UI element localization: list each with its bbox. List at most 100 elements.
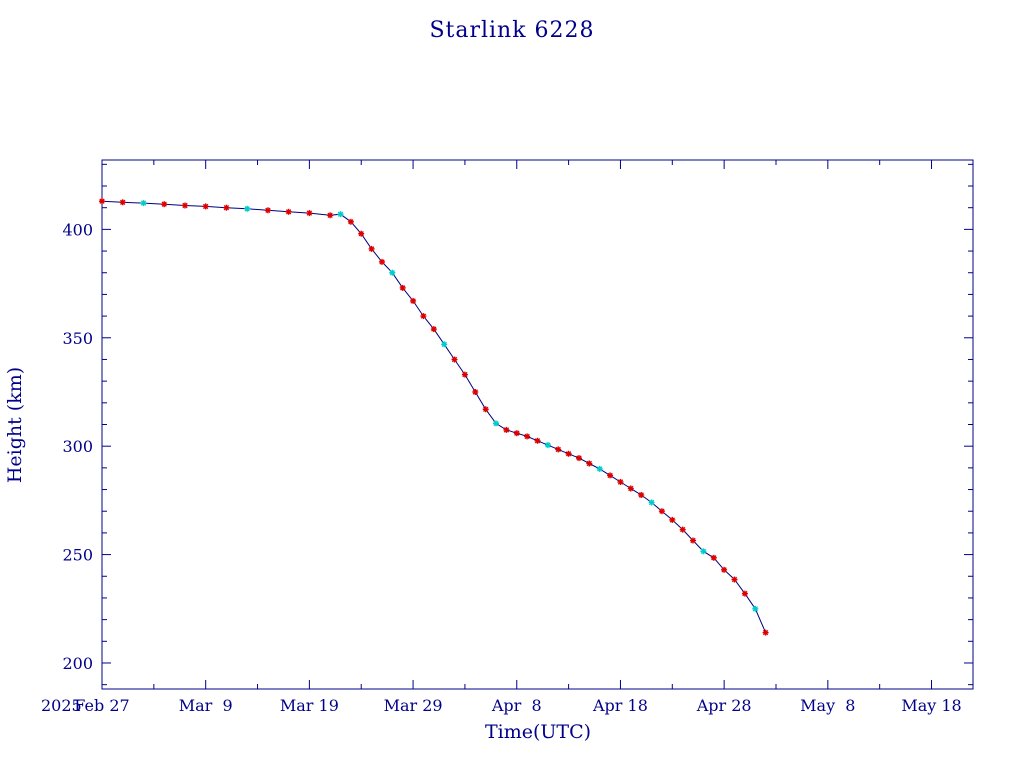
data-point bbox=[565, 450, 572, 457]
data-point-stroke bbox=[337, 211, 344, 217]
data-point bbox=[690, 537, 696, 544]
data-point bbox=[358, 230, 365, 237]
data-point bbox=[596, 465, 603, 472]
data-point bbox=[669, 516, 676, 523]
data-point-stroke bbox=[524, 433, 530, 440]
data-point bbox=[658, 508, 665, 515]
series-line bbox=[101, 200, 767, 633]
x-tick-label: Apr 18 bbox=[592, 696, 648, 715]
data-point-stroke bbox=[628, 485, 634, 492]
data-point-stroke bbox=[379, 259, 385, 265]
data-point-stroke bbox=[420, 313, 427, 319]
data-point-stroke bbox=[534, 438, 541, 444]
data-point-stroke bbox=[389, 270, 395, 276]
data-point-stroke bbox=[368, 246, 375, 252]
data-point bbox=[399, 284, 406, 291]
data-point bbox=[544, 442, 551, 449]
x-tick-label: May 18 bbox=[901, 696, 961, 715]
data-point-stroke bbox=[597, 466, 603, 472]
plot-frame bbox=[101, 159, 974, 690]
data-point-stroke bbox=[700, 548, 707, 554]
data-point-stroke bbox=[586, 460, 592, 467]
data-point-stroke bbox=[182, 202, 188, 209]
y-tick-label: 200 bbox=[62, 654, 93, 673]
data-point-stroke bbox=[721, 567, 727, 573]
y-axis: 200 250 300 350 400 bbox=[62, 163, 973, 686]
x-tick-label: Mar 29 bbox=[384, 696, 443, 715]
data-point-stroke bbox=[638, 492, 644, 498]
data-point bbox=[752, 605, 759, 612]
data-point-stroke bbox=[659, 508, 665, 514]
data-point bbox=[182, 202, 188, 209]
x-tick-label: Apr 8 bbox=[491, 696, 542, 715]
data-point-stroke bbox=[742, 590, 748, 597]
data-point-stroke bbox=[648, 499, 655, 506]
data-point-stroke bbox=[285, 209, 292, 215]
data-point bbox=[306, 210, 313, 217]
x-tick-label: Mar 19 bbox=[280, 696, 339, 715]
data-point bbox=[461, 371, 468, 378]
data-point bbox=[493, 420, 499, 427]
data-point bbox=[264, 207, 271, 214]
data-point-stroke bbox=[358, 231, 364, 237]
data-point bbox=[524, 433, 531, 440]
data-point-stroke bbox=[400, 285, 406, 291]
data-point bbox=[202, 203, 209, 210]
data-point-stroke bbox=[711, 555, 717, 561]
data-point-stroke bbox=[483, 406, 489, 412]
data-point bbox=[638, 492, 645, 498]
data-point-stroke bbox=[120, 199, 126, 205]
data-point-stroke bbox=[762, 629, 769, 636]
data-point bbox=[285, 208, 292, 215]
data-point bbox=[368, 245, 375, 252]
data-point bbox=[710, 554, 717, 561]
data-point bbox=[762, 629, 769, 636]
data-point-stroke bbox=[451, 356, 458, 363]
data-point bbox=[576, 455, 582, 462]
data-point-stroke bbox=[503, 427, 510, 433]
data-point bbox=[389, 269, 396, 276]
data-point bbox=[119, 199, 126, 206]
data-point bbox=[741, 590, 748, 597]
data-point-stroke bbox=[265, 207, 271, 213]
data-point-stroke bbox=[752, 606, 758, 612]
data-point bbox=[503, 426, 510, 433]
data-point-stroke bbox=[731, 576, 738, 583]
data-point-stroke bbox=[99, 198, 105, 204]
data-point bbox=[586, 460, 593, 467]
data-point-stroke bbox=[306, 210, 313, 216]
data-point bbox=[472, 389, 479, 395]
data-point-stroke bbox=[203, 203, 209, 210]
data-point-stroke bbox=[140, 200, 147, 206]
data-point bbox=[347, 218, 354, 225]
data-point bbox=[648, 499, 655, 506]
x-tick-label: Feb 27 bbox=[74, 696, 129, 715]
y-tick-label: 350 bbox=[62, 329, 93, 348]
data-point-stroke bbox=[514, 430, 520, 436]
data-point bbox=[534, 437, 541, 444]
data-point bbox=[244, 205, 251, 212]
data-point bbox=[617, 479, 624, 485]
data-point bbox=[161, 201, 168, 208]
x-tick-label: Apr 28 bbox=[696, 696, 752, 715]
data-point bbox=[379, 258, 385, 265]
data-point-stroke bbox=[327, 212, 333, 218]
data-point bbox=[223, 204, 230, 211]
data-point-stroke bbox=[472, 389, 478, 395]
data-point bbox=[555, 446, 562, 453]
data-point-stroke bbox=[410, 298, 416, 304]
data-point-stroke bbox=[431, 326, 437, 332]
y-axis-title: Height (km) bbox=[4, 367, 26, 483]
data-point-stroke bbox=[348, 219, 354, 225]
data-point-stroke bbox=[680, 526, 686, 533]
data-point-stroke bbox=[441, 341, 447, 347]
series-height bbox=[99, 198, 769, 636]
data-point bbox=[337, 211, 344, 218]
data-point bbox=[441, 341, 448, 348]
x-tick-label: Mar 9 bbox=[179, 696, 233, 715]
data-point bbox=[327, 212, 334, 219]
data-point-stroke bbox=[493, 420, 499, 427]
y-tick-label: 300 bbox=[62, 437, 93, 456]
data-point bbox=[99, 198, 105, 205]
